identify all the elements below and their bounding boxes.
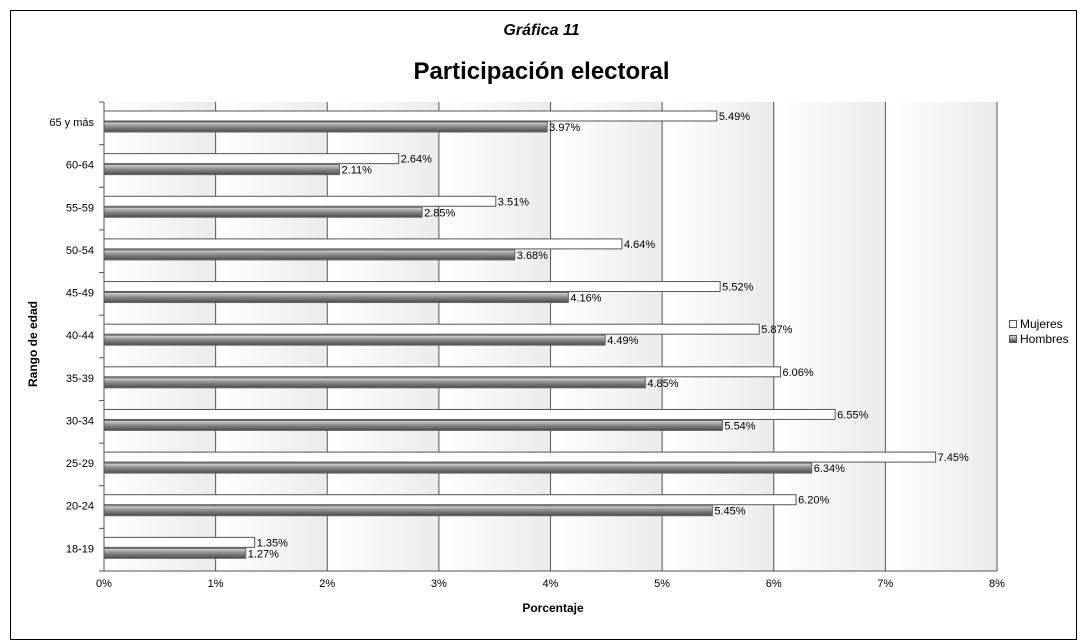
data-label-mujeres: 5.87%	[761, 324, 792, 336]
data-label-hombres: 3.68%	[517, 250, 548, 262]
bar-mujeres	[103, 366, 781, 378]
legend-swatch-hombres	[1009, 334, 1017, 343]
data-label-hombres: 5.45%	[714, 506, 745, 518]
data-label-hombres: 4.85%	[647, 378, 678, 390]
x-tick-label: 4%	[543, 578, 559, 590]
data-labels: 5.49% 3.97% 2.64% 2.11% 3.51% 2.85% 4.64% 3.68%…	[248, 111, 969, 560]
data-label-mujeres: 4.64%	[624, 239, 655, 251]
legend-label-hombres: Hombres	[1020, 331, 1069, 346]
x-tick-label: 1%	[208, 578, 224, 590]
bar-chart: 5.49% 3.97% 2.64% 2.11% 3.51% 2.85% 4.64% 3.68%…	[26, 101, 1005, 615]
legend-swatch-mujeres	[1009, 319, 1017, 328]
data-label-hombres: 2.11%	[342, 165, 373, 177]
data-label-mujeres: 6.06%	[782, 367, 813, 379]
y-tick-label: 40-44	[66, 330, 94, 342]
y-axis-title: Rango de edad	[26, 301, 40, 387]
x-tick-label: 7%	[877, 578, 893, 590]
bar-mujeres	[103, 408, 836, 420]
data-label-mujeres: 1.35%	[257, 537, 288, 549]
x-tick-label: 3%	[431, 578, 447, 590]
data-label-mujeres: 2.64%	[401, 154, 432, 166]
data-label-hombres: 3.97%	[549, 122, 580, 134]
x-tick-label: 2%	[319, 578, 335, 590]
legend-item-mujeres: Mujeres	[1009, 316, 1069, 331]
data-label-mujeres: 7.45%	[938, 452, 969, 464]
bar-hombres	[103, 505, 713, 517]
bar-mujeres	[103, 238, 623, 250]
y-tick-label: 35-39	[66, 373, 94, 385]
bar-mujeres	[103, 110, 718, 122]
legend: Mujeres Hombres	[1009, 316, 1069, 346]
y-tick-label: 30-34	[66, 415, 94, 427]
x-tick-label: 8%	[989, 578, 1005, 590]
bars	[103, 110, 937, 559]
x-axis-title: Porcentaje	[522, 601, 584, 615]
y-tick-label: 65 y más	[49, 117, 94, 129]
legend-label-mujeres: Mujeres	[1020, 316, 1063, 331]
bar-mujeres	[103, 536, 256, 548]
bar-mujeres	[103, 195, 497, 207]
y-tick-label: 25-29	[66, 458, 94, 470]
bar-mujeres	[103, 451, 937, 463]
x-tick-label: 5%	[654, 578, 670, 590]
y-tick-label: 55-59	[66, 202, 94, 214]
bar-hombres	[103, 164, 341, 176]
bar-hombres	[103, 462, 813, 474]
plot-band	[662, 102, 774, 571]
bar-hombres	[103, 249, 516, 261]
bar-hombres	[103, 377, 646, 389]
bar-hombres	[103, 206, 423, 218]
data-label-mujeres: 6.55%	[837, 409, 868, 421]
data-label-mujeres: 5.49%	[719, 111, 750, 123]
data-label-hombres: 4.16%	[570, 293, 601, 305]
y-tick-label: 18-19	[66, 543, 94, 555]
bar-mujeres	[103, 494, 797, 506]
data-label-mujeres: 5.52%	[722, 282, 753, 294]
data-label-hombres: 2.85%	[424, 207, 455, 219]
data-label-hombres: 4.49%	[607, 335, 638, 347]
x-tick-label: 6%	[766, 578, 782, 590]
data-label-mujeres: 3.51%	[498, 196, 529, 208]
data-label-hombres: 6.34%	[814, 463, 845, 475]
bar-hombres	[103, 419, 723, 431]
bar-mujeres	[103, 281, 721, 293]
y-tick-label: 20-24	[66, 501, 94, 513]
x-tick-label: 0%	[96, 578, 112, 590]
y-tick-label: 50-54	[66, 245, 94, 257]
axes: 0% 1% 2% 3% 4% 5% 6% 7% 8% 65 y más 60-64 55-59 50-5…	[49, 101, 1005, 590]
legend-item-hombres: Hombres	[1009, 331, 1069, 346]
bar-hombres	[103, 121, 548, 133]
y-tick-label: 45-49	[66, 288, 94, 300]
bar-hombres	[103, 547, 247, 559]
y-tick-label: 60-64	[66, 160, 94, 172]
data-label-mujeres: 6.20%	[798, 495, 829, 507]
chart-subtitle: Gráfica 11	[503, 22, 580, 39]
bar-mujeres	[103, 153, 400, 165]
bar-mujeres	[103, 323, 760, 335]
data-label-hombres: 5.54%	[724, 420, 755, 432]
plot-band	[773, 102, 886, 571]
bar-hombres	[103, 334, 606, 346]
bar-hombres	[103, 292, 569, 304]
plot-band	[885, 102, 997, 571]
chart-title: Participación electoral	[413, 58, 670, 85]
data-label-hombres: 1.27%	[248, 548, 279, 560]
